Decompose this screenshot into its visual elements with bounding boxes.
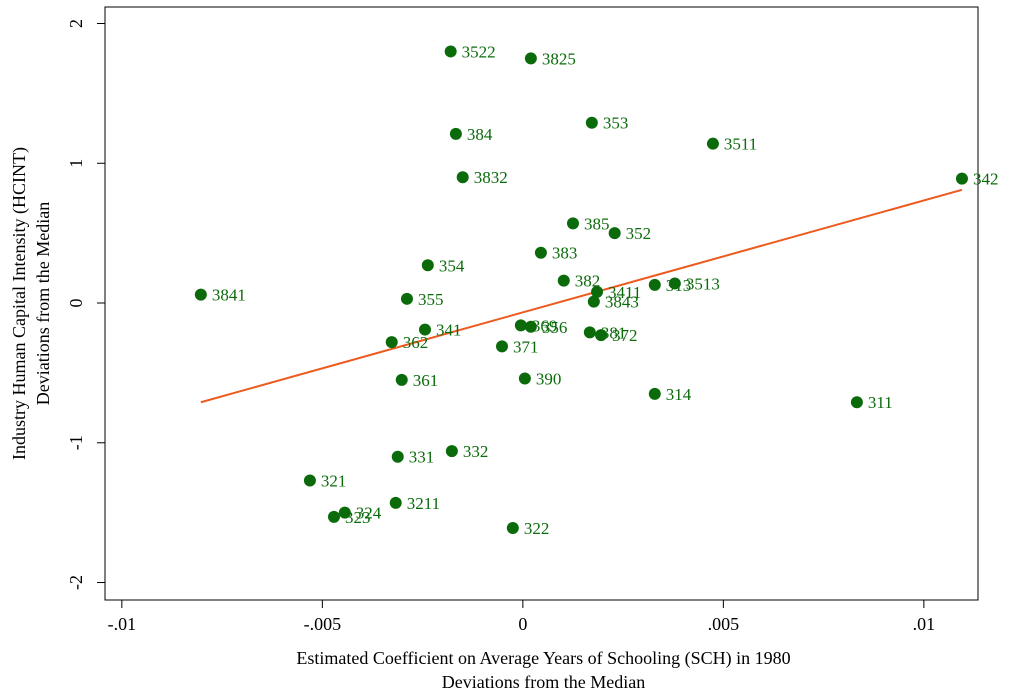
point <box>514 319 527 332</box>
point-label: 3522 <box>462 42 496 61</box>
point-label: 372 <box>612 326 638 345</box>
point-label: 3411 <box>608 283 641 302</box>
point-label: 3841 <box>212 286 246 305</box>
point <box>518 372 531 385</box>
x-tick-label: .01 <box>913 614 936 634</box>
point <box>444 45 457 58</box>
x-tick-label: 0 <box>518 614 527 634</box>
point <box>648 387 661 400</box>
point-label: 369 <box>532 316 558 335</box>
point-label: 3511 <box>724 135 757 154</box>
point <box>955 172 968 185</box>
point-label: 3513 <box>686 274 720 293</box>
point <box>585 116 598 129</box>
point <box>566 217 579 230</box>
point <box>456 171 469 184</box>
point <box>591 285 604 298</box>
point <box>395 373 408 386</box>
point <box>608 227 621 240</box>
point-label: 3832 <box>474 168 508 187</box>
point <box>587 295 600 308</box>
point-label: 331 <box>409 448 435 467</box>
y-tick-label: 0 <box>66 299 86 308</box>
point <box>595 329 608 342</box>
point-label: 3211 <box>407 494 440 513</box>
point <box>706 137 719 150</box>
x-tick-label: .005 <box>708 614 740 634</box>
point <box>327 510 340 523</box>
point <box>389 496 402 509</box>
point <box>303 474 316 487</box>
point-label: 324 <box>356 504 382 523</box>
point <box>391 450 404 463</box>
point-label: 383 <box>552 244 578 263</box>
point-label: 385 <box>584 214 610 233</box>
point <box>385 336 398 349</box>
point-label: 321 <box>321 472 347 491</box>
point-label: 362 <box>403 333 429 352</box>
point-label: 313 <box>666 276 692 295</box>
point <box>524 320 537 333</box>
point <box>421 259 434 272</box>
fit-line <box>200 188 963 404</box>
x-tick-label: -.005 <box>304 614 342 634</box>
point <box>449 127 462 140</box>
point-label: 341 <box>436 321 462 340</box>
point-label: 332 <box>463 442 489 461</box>
point <box>506 522 519 535</box>
x-tick-label: -.01 <box>108 614 137 634</box>
point <box>668 277 681 290</box>
point-label: 352 <box>626 224 652 243</box>
point-label: 382 <box>575 272 601 291</box>
point-label: 384 <box>467 125 493 144</box>
point-label: 353 <box>603 114 629 133</box>
point-label: 354 <box>439 256 465 275</box>
point-label: 356 <box>542 318 568 337</box>
point <box>419 323 432 336</box>
point <box>583 326 596 339</box>
y-tick-label: 2 <box>66 19 86 28</box>
point-label: 314 <box>666 385 692 404</box>
point <box>445 445 458 458</box>
point <box>557 274 570 287</box>
point <box>496 340 509 353</box>
point <box>534 246 547 259</box>
x-axis-title: Estimated Coefficient on Average Years o… <box>296 648 790 669</box>
point <box>850 396 863 409</box>
point-label: 361 <box>413 371 439 390</box>
x-axis-title: Deviations from the Median <box>442 672 645 692</box>
point <box>524 52 537 65</box>
point-label: 381 <box>601 323 627 342</box>
point <box>400 292 413 305</box>
point-label: 371 <box>513 337 539 356</box>
point-label: 3825 <box>542 49 576 68</box>
point-label: 3843 <box>605 293 639 312</box>
point <box>338 506 351 519</box>
point-label: 342 <box>973 170 999 189</box>
y-tick-label: 1 <box>66 159 86 168</box>
y-tick-label: -1 <box>66 435 86 450</box>
point-label: 322 <box>524 519 550 538</box>
point <box>648 278 661 291</box>
point-label: 323 <box>345 508 371 527</box>
point-label: 311 <box>868 393 893 412</box>
y-axis-title: Deviations from the Median <box>33 202 53 405</box>
y-axis-title: Industry Human Capital Intensity (HCINT) <box>9 147 30 460</box>
point-label: 355 <box>418 290 444 309</box>
y-tick-label: -2 <box>66 575 86 590</box>
point <box>194 288 207 301</box>
point-label: 390 <box>536 369 562 388</box>
